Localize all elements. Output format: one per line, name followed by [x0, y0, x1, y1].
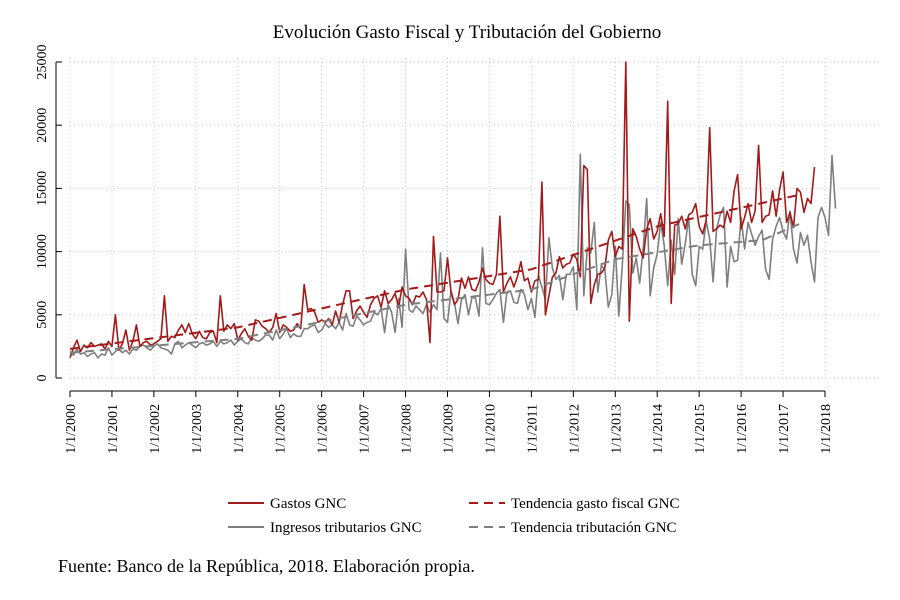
x-tick-label: 1/1/2006 — [316, 404, 331, 454]
legend-item: Gastos GNC — [228, 496, 346, 512]
x-tick-label: 1/1/2007 — [358, 404, 373, 454]
x-tick-label: 1/1/2010 — [483, 404, 498, 454]
x-tick-label: 1/1/2005 — [274, 404, 289, 454]
legend-label: Tendencia gasto fiscal GNC — [511, 496, 679, 512]
x-tick-label: 1/1/2014 — [651, 404, 666, 454]
legend-item: Ingresos tributarios GNC — [228, 520, 422, 536]
trend-line-gastos — [69, 193, 801, 350]
legend-label: Gastos GNC — [270, 496, 346, 512]
series-group — [69, 61, 837, 359]
y-tick-label: 0 — [35, 375, 50, 382]
legend-item: Tendencia gasto fiscal GNC — [469, 496, 679, 512]
legend-label: Ingresos tributarios GNC — [270, 520, 422, 536]
x-tick-label: 1/1/2017 — [777, 404, 792, 454]
series-line-ingresos — [69, 153, 837, 359]
x-tick-label: 1/1/2009 — [442, 404, 457, 454]
y-tick-label: 10000 — [35, 234, 50, 269]
x-tick-label: 1/1/2018 — [819, 404, 834, 454]
y-tick-label: 5000 — [35, 301, 50, 329]
x-tick-label: 1/1/2002 — [148, 404, 163, 454]
legend: Gastos GNC Tendencia gasto fiscal GNC Ingr… — [228, 496, 679, 536]
trend-line-ingresos — [69, 222, 801, 354]
y-tick-label: 15000 — [35, 171, 50, 206]
series-line-gastos — [69, 61, 816, 359]
x-tick-label: 1/1/2012 — [567, 404, 582, 454]
y-tick-label: 20000 — [35, 108, 50, 143]
y-tick-label: 25000 — [35, 45, 50, 80]
source-note: Fuente: Banco de la República, 2018. Ela… — [58, 556, 475, 576]
x-tick-label: 1/1/2003 — [190, 404, 205, 454]
x-tick-label: 1/1/2000 — [64, 404, 79, 454]
x-tick-label: 1/1/2008 — [400, 404, 415, 454]
legend-label: Tendencia tributación GNC — [511, 520, 677, 536]
chart-title: Evolución Gasto Fiscal y Tributación del… — [273, 22, 661, 43]
legend-item: Tendencia tributación GNC — [469, 520, 677, 536]
x-tick-label: 1/1/2001 — [106, 404, 121, 454]
axes: 0 5000 10000 15000 20000 25000 1/1/2000 1/1/200… — [35, 45, 834, 454]
x-tick-label: 1/1/2015 — [693, 404, 708, 454]
x-tick-label: 1/1/2011 — [525, 404, 540, 453]
x-tick-label: 1/1/2016 — [735, 404, 750, 454]
x-tick-label: 1/1/2004 — [232, 404, 247, 454]
x-tick-label: 1/1/2013 — [609, 404, 624, 454]
